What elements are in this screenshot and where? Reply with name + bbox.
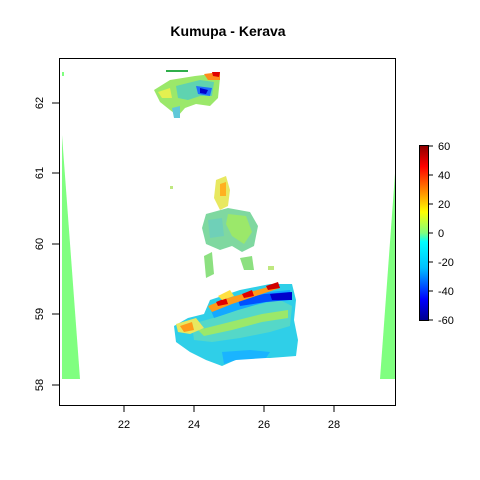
colorbar-tick-label: 0 xyxy=(438,228,444,240)
echo-north xyxy=(154,70,220,118)
x-tick-label: 22 xyxy=(118,419,130,431)
left-edge-fill xyxy=(62,135,80,379)
colorbar-tick-label: -40 xyxy=(438,286,454,298)
y-tick-label: 60 xyxy=(34,238,46,250)
x-tick-label: 24 xyxy=(188,419,200,431)
colorbar-tick-label: -60 xyxy=(438,315,454,327)
color-bar-gradient xyxy=(420,146,429,321)
colorbar-tick-label: -20 xyxy=(438,257,454,269)
echo-speckles xyxy=(170,176,230,210)
top-left-dot xyxy=(62,72,64,76)
chart-title: Kumupa - Kerava xyxy=(170,23,285,39)
x-tick-label: 28 xyxy=(328,419,340,431)
plot-area xyxy=(60,59,397,406)
x-tick-label: 26 xyxy=(258,419,270,431)
y-axis: 58 59 60 61 62 xyxy=(34,97,60,391)
echo-central xyxy=(202,208,274,278)
colorbar-tick-label: 40 xyxy=(438,170,450,182)
right-edge-fill xyxy=(380,160,396,379)
y-tick-label: 59 xyxy=(34,308,46,320)
y-tick-label: 61 xyxy=(34,167,46,179)
colorbar-tick-label: 60 xyxy=(438,141,450,153)
y-tick-label: 62 xyxy=(34,97,46,109)
echo-south xyxy=(174,282,298,366)
y-tick-label: 58 xyxy=(34,379,46,391)
x-axis: 22 24 26 28 xyxy=(118,406,340,432)
colorbar-tick-label: 20 xyxy=(438,199,450,211)
color-bar: 60 40 20 0 -20 -40 -60 xyxy=(420,141,454,327)
